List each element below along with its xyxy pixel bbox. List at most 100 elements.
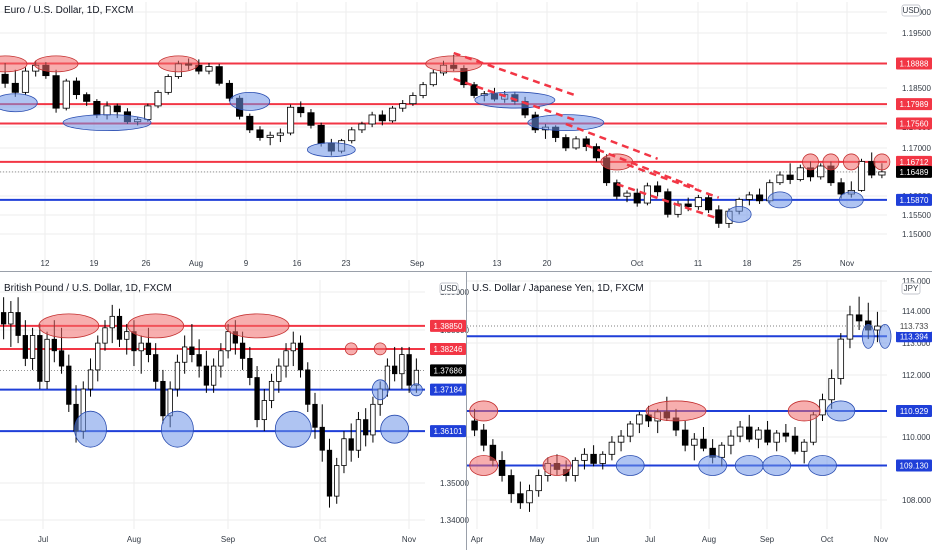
candle — [196, 354, 202, 367]
candle — [348, 129, 356, 142]
price-tag — [430, 343, 466, 356]
candle — [363, 419, 369, 436]
y-tick-label: 113.000 — [902, 339, 931, 348]
price-tag — [896, 155, 932, 168]
currency-badge[interactable] — [901, 4, 921, 17]
resistance-zone-marker[interactable] — [802, 153, 819, 171]
support-zone-marker[interactable] — [380, 414, 410, 444]
resistance-zone-marker[interactable] — [873, 153, 891, 171]
support-zone-marker[interactable] — [878, 323, 892, 349]
resistance-zone-marker[interactable] — [469, 400, 499, 422]
level-price-label: 1.38850 — [434, 322, 463, 331]
resistance-zone-marker[interactable] — [842, 153, 860, 171]
support-zone-marker[interactable] — [861, 323, 875, 349]
trendline[interactable] — [616, 182, 720, 221]
candle — [388, 107, 397, 122]
support-zone-marker[interactable] — [838, 191, 864, 209]
support-zone-marker[interactable] — [615, 455, 645, 476]
support-zone-marker[interactable] — [808, 455, 837, 476]
price-tag — [896, 404, 932, 417]
candle — [498, 459, 506, 476]
resistance-zone-marker[interactable] — [822, 153, 840, 171]
resistance-zone-marker[interactable] — [127, 313, 185, 339]
candle — [694, 197, 702, 208]
support-zone-marker[interactable] — [161, 410, 194, 448]
level-price-label: 1.18888 — [900, 60, 929, 69]
resistance-zone-marker[interactable] — [600, 153, 634, 171]
trendline[interactable] — [626, 163, 720, 199]
candle — [276, 365, 282, 382]
gbpusd-chart-panel: 1.390001.380001.350001.340001.388501.382… — [0, 280, 469, 544]
candle — [319, 426, 325, 451]
x-tick-label: Oct — [631, 259, 644, 268]
price-tag — [896, 193, 932, 206]
support-zone-marker[interactable] — [698, 455, 728, 476]
trendline[interactable] — [585, 144, 699, 190]
support-zone-marker[interactable] — [826, 400, 856, 422]
candle — [138, 342, 144, 352]
trendline[interactable] — [453, 51, 577, 97]
support-zone-marker[interactable] — [274, 410, 312, 448]
resistance-zone-marker[interactable] — [787, 400, 821, 422]
y-tick-label: 108.000 — [902, 496, 931, 505]
candle — [113, 105, 121, 113]
candle — [254, 377, 260, 421]
resistance-zone-marker[interactable] — [542, 455, 572, 476]
x-tick-label: Aug — [189, 259, 203, 268]
support-zone-marker[interactable] — [734, 455, 764, 476]
support-zone-marker[interactable] — [0, 93, 38, 113]
support-zone-marker[interactable] — [306, 142, 356, 158]
resistance-zone-marker[interactable] — [425, 55, 483, 73]
candle — [103, 105, 111, 116]
x-tick-label: Jul — [38, 535, 48, 544]
support-zone-marker[interactable] — [62, 114, 152, 132]
x-tick-label: Sep — [221, 535, 236, 544]
resistance-zone-marker[interactable] — [645, 400, 707, 422]
support-zone-marker[interactable] — [767, 191, 793, 209]
resistance-zone-marker[interactable] — [0, 55, 28, 73]
candle — [796, 167, 804, 180]
resistance-zone-marker[interactable] — [344, 342, 358, 356]
x-tick-label: 25 — [793, 259, 802, 268]
candle — [773, 432, 780, 443]
y-tick-label: 112.000 — [902, 371, 931, 380]
currency-label: JPY — [904, 284, 919, 293]
candle — [205, 66, 213, 72]
candle — [791, 435, 799, 452]
x-tick-label: 12 — [41, 259, 50, 268]
x-tick-label: Aug — [702, 535, 716, 544]
level-price-label: 1.15870 — [900, 196, 929, 205]
level-price-label: 110.929 — [900, 407, 929, 416]
candle — [857, 161, 866, 191]
support-zone-marker[interactable] — [726, 205, 752, 223]
resistance-zone-marker[interactable] — [469, 455, 499, 476]
currency-badge[interactable] — [901, 282, 921, 295]
trendline[interactable] — [453, 77, 577, 122]
y-tick-label: 110.000 — [902, 433, 931, 442]
candle — [109, 315, 115, 329]
resistance-zone-marker[interactable] — [33, 55, 79, 73]
support-zone-marker[interactable] — [762, 455, 792, 476]
resistance-zone-marker[interactable] — [224, 313, 290, 339]
resistance-zone-marker[interactable] — [373, 342, 387, 356]
candle — [562, 137, 570, 149]
support-zone-marker[interactable] — [409, 383, 423, 397]
trendline[interactable] — [565, 122, 659, 160]
candle — [406, 354, 412, 386]
resistance-zone-marker[interactable] — [38, 313, 100, 339]
candle — [290, 342, 296, 352]
currency-badge[interactable] — [439, 282, 459, 295]
candle — [368, 114, 376, 125]
candle — [535, 475, 542, 492]
candle — [700, 438, 707, 449]
candle — [174, 361, 181, 390]
candle — [266, 134, 274, 138]
x-tick-label: 19 — [90, 259, 99, 268]
support-zone-marker[interactable] — [229, 91, 271, 111]
resistance-zone-marker[interactable] — [158, 55, 199, 73]
x-tick-label: Nov — [840, 259, 854, 268]
price-tag — [430, 383, 466, 396]
support-zone-marker[interactable] — [74, 410, 107, 448]
support-zone-marker[interactable] — [371, 379, 389, 401]
support-zone-marker[interactable] — [527, 114, 605, 132]
